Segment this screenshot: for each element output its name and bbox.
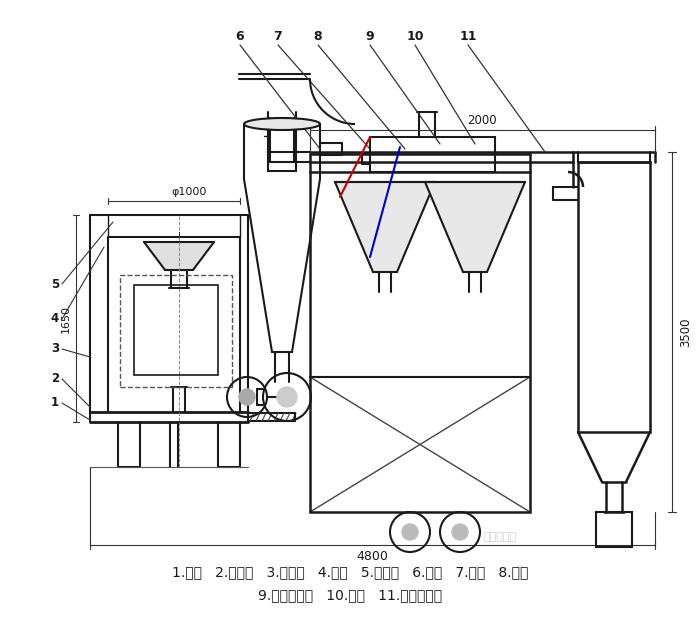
Bar xyxy=(370,137,495,172)
Bar xyxy=(134,285,218,375)
Text: 11: 11 xyxy=(459,31,477,43)
Text: 9.旋风分离器   10.支架   11.布袋除尘器: 9.旋风分离器 10.支架 11.布袋除尘器 xyxy=(258,588,442,602)
Bar xyxy=(596,512,632,547)
Text: 8: 8 xyxy=(314,31,322,43)
Text: 9: 9 xyxy=(365,31,375,43)
Text: 4800: 4800 xyxy=(356,551,388,564)
Polygon shape xyxy=(425,182,525,272)
Text: 7: 7 xyxy=(274,31,282,43)
Text: 4: 4 xyxy=(51,312,59,325)
Polygon shape xyxy=(335,182,435,272)
Circle shape xyxy=(239,389,255,405)
Circle shape xyxy=(402,524,418,540)
Text: 3500: 3500 xyxy=(680,317,692,347)
Text: 2000: 2000 xyxy=(467,113,497,127)
Polygon shape xyxy=(144,242,214,270)
Text: 3: 3 xyxy=(51,342,59,356)
Text: 10: 10 xyxy=(406,31,424,43)
Text: 1: 1 xyxy=(51,396,59,409)
Bar xyxy=(310,172,530,512)
Text: 1650: 1650 xyxy=(61,305,71,333)
Text: 2: 2 xyxy=(51,372,59,386)
Circle shape xyxy=(277,387,297,407)
Text: 1.底座   2.回风道   3.激振器   4.筛网   5.进料斗   6.风机   7.绞龙   8.料仓: 1.底座 2.回风道 3.激振器 4.筛网 5.进料斗 6.风机 7.绞龙 8.… xyxy=(172,565,528,579)
Text: 5: 5 xyxy=(51,278,59,290)
Circle shape xyxy=(452,524,468,540)
Bar xyxy=(120,275,232,387)
Text: φ1000: φ1000 xyxy=(172,187,206,197)
Text: 6: 6 xyxy=(236,31,244,43)
Text: 安活制机械: 安活制机械 xyxy=(484,532,517,542)
Bar xyxy=(578,162,650,432)
Ellipse shape xyxy=(244,118,320,130)
